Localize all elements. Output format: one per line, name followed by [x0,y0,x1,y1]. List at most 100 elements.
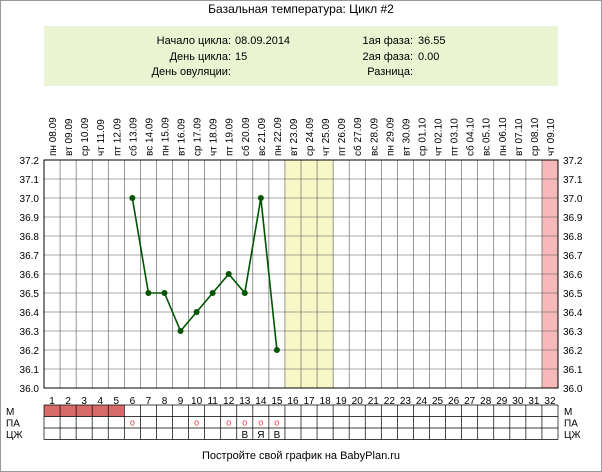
cycle-start-value: 08.09.2014 [235,35,291,47]
day-number-label: 14 [255,396,267,407]
date-label: ср 24.09 [305,117,316,156]
temperature-point [193,309,200,315]
temperature-point [145,290,152,296]
date-label: вс 21.09 [257,118,268,156]
row-label-right: ПА [564,418,578,429]
temperature-line [131,197,278,351]
day-number-label: 11 [207,396,218,407]
day-number-label: 3 [81,396,87,407]
day-number-label: 23 [400,396,412,407]
row-label-left: ПА [6,418,20,429]
temperature-point [257,195,264,201]
day-number-label: 8 [162,396,168,407]
temperature-point [161,290,168,296]
date-label: пт 03.10 [450,118,461,156]
intercourse-mark: o [258,417,263,427]
cycle-day-label: День цикла: [169,51,231,63]
day-number-label: 4 [97,396,103,407]
date-label: пт 19.09 [225,118,236,156]
date-label: чт 18.09 [209,118,220,156]
row-label-right: ЦЖ [564,430,581,441]
date-label: пн 22.09 [273,117,284,156]
date-label: вт 07.10 [514,118,525,156]
day-number-label: 13 [239,396,251,407]
date-label: вт 30.09 [401,118,412,156]
y-tick-label-right: 36.6 [563,270,583,281]
date-label: чт 11.09 [96,119,107,156]
y-tick-label-left: 36.5 [20,289,40,300]
date-label: сб 20.09 [240,117,252,156]
date-label: вт 16.09 [177,118,188,156]
day-number-label: 20 [352,396,364,407]
discharge-mark: В [274,430,281,441]
day-number-label: 15 [271,396,283,407]
date-label: сб 04.10 [465,117,477,156]
day-number-label: 32 [544,396,556,407]
date-label: пн 29.09 [385,117,396,156]
day-number-label: 19 [336,396,348,407]
y-tick-label-right: 36.4 [563,308,583,319]
y-tick-label-right: 36.7 [563,251,583,262]
date-label: ср 10.09 [80,117,91,156]
date-label: ср 08.10 [530,117,541,156]
footer-link-text[interactable]: Постройте свой график на BabyPlan.ru [201,450,401,462]
chart-title: Базальная температура: Цикл #2 [208,2,394,16]
y-tick-label-left: 36.8 [20,232,40,243]
cycle-day-value: 15 [235,51,248,63]
date-label: вс 14.09 [144,118,155,156]
discharge-mark: В [241,430,248,441]
temperature-point [241,290,248,296]
date-label: пн 15.09 [160,117,171,156]
day-number-label: 21 [368,396,380,407]
y-tick-label-right: 37.0 [563,194,583,205]
y-tick-label-right: 36.9 [563,213,583,224]
menstruation-cell [60,405,77,417]
y-tick-label-left: 37.1 [20,175,40,186]
day-number-label: 22 [384,396,396,407]
cycle-info-panel: Начало цикла: 08.09.2014 День цикла: 15 … [44,26,558,86]
y-tick-label-left: 36.0 [20,384,40,395]
phase2-value: 0.00 [418,51,440,63]
menstruation-cell [108,405,125,417]
menstruation-cell [44,405,61,417]
y-tick-label-left: 36.6 [20,270,40,281]
intercourse-mark: o [274,417,279,427]
y-tick-label-left: 36.9 [20,213,40,224]
y-tick-label-right: 36.2 [563,346,583,357]
date-label: ср 01.10 [417,117,428,156]
date-label: ср 17.09 [193,117,204,156]
temperature-point [273,347,280,353]
intercourse-mark: o [194,417,199,427]
discharge-mark: Я [257,430,264,441]
day-number-label: 27 [464,396,476,407]
date-label: пн 06.10 [498,117,509,156]
day-number-label: 31 [528,396,540,407]
date-label: вс 28.09 [369,118,380,156]
y-tick-label-right: 37.2 [563,156,583,167]
y-tick-label-left: 36.2 [20,346,40,357]
date-label: пн 08.09 [48,117,59,156]
y-tick-label-left: 36.7 [20,251,40,262]
y-tick-label-right: 36.3 [563,327,583,338]
day-number-label: 10 [191,396,203,407]
date-label: чт 25.09 [321,118,332,156]
day-number-label: 12 [223,396,235,407]
y-tick-label-right: 37.1 [563,175,583,186]
phase1-label: 1ая фаза: [362,35,413,47]
day-number-label: 29 [496,396,508,407]
day-number-label: 7 [146,396,152,407]
temperature-point [129,195,136,201]
intercourse-mark: o [130,417,135,427]
temperature-point [177,328,184,334]
day-number-label: 28 [480,396,492,407]
y-tick-label-left: 37.2 [20,156,40,167]
date-label: пт 12.09 [112,118,123,156]
date-label: чт 02.10 [434,118,445,156]
day-number-label: 25 [432,396,444,407]
day-number-label: 30 [512,396,524,407]
intercourse-mark: o [226,417,231,427]
cycle-start-label: Начало цикла: [156,35,231,47]
date-label: вс 05.10 [482,118,493,156]
day-number-label: 16 [287,396,299,407]
